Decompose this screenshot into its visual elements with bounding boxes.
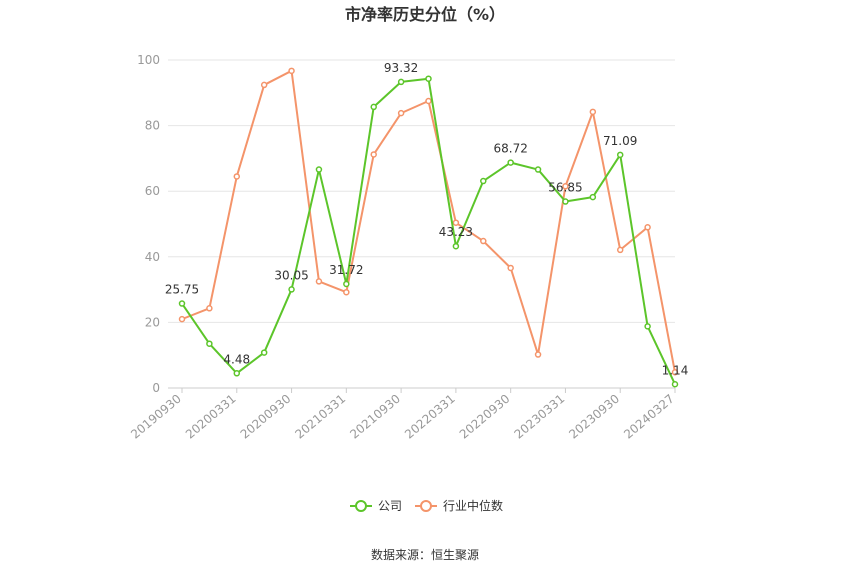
data-label-layer: 25.75 4.48 30.05 31.72 93.32 43.23 68.72 56.85 7… xyxy=(165,61,689,377)
y-tick-label: 80 xyxy=(145,119,160,133)
data-point[interactable] xyxy=(671,369,679,376)
data-label: 93.32 xyxy=(384,61,418,75)
data-label: 30.05 xyxy=(274,268,308,282)
data-point[interactable] xyxy=(616,246,624,254)
data-point[interactable] xyxy=(452,219,460,226)
data-point[interactable] xyxy=(534,166,542,173)
data-point[interactable] xyxy=(315,278,323,285)
data-point[interactable] xyxy=(397,109,405,117)
data-point[interactable] xyxy=(370,151,377,158)
data-point[interactable] xyxy=(616,151,624,159)
series-layer xyxy=(178,67,679,388)
data-point[interactable] xyxy=(343,288,350,296)
y-tick-label: 100 xyxy=(137,53,160,67)
x-tick-label: 20210930 xyxy=(347,392,403,442)
data-label: 71.09 xyxy=(603,134,637,148)
x-tick-label: 20240327 xyxy=(621,392,677,442)
x-tick-label: 20220331 xyxy=(402,392,458,442)
data-point[interactable] xyxy=(260,349,268,356)
data-point[interactable] xyxy=(425,97,432,105)
y-tick-label: 40 xyxy=(145,250,160,264)
data-point[interactable] xyxy=(644,224,651,231)
x-tick-label: 20210331 xyxy=(292,392,348,442)
data-point[interactable] xyxy=(288,67,295,75)
data-point[interactable] xyxy=(233,370,241,377)
data-point[interactable] xyxy=(178,300,186,307)
grid-layer xyxy=(168,59,675,389)
data-point[interactable] xyxy=(206,305,213,312)
data-point[interactable] xyxy=(206,340,213,347)
data-point[interactable] xyxy=(480,177,487,185)
x-tick-label: 20230331 xyxy=(512,392,568,442)
data-point[interactable] xyxy=(288,286,295,293)
data-point[interactable] xyxy=(562,198,569,205)
x-tick-label: 20230930 xyxy=(566,392,622,442)
legend-item-company[interactable]: 公司 xyxy=(350,499,402,513)
data-point[interactable] xyxy=(480,237,487,245)
y-tick-label: 60 xyxy=(145,184,160,198)
data-point[interactable] xyxy=(644,323,651,330)
y-tick-label: 20 xyxy=(145,315,160,329)
legend-item-industry-median[interactable]: 行业中位数 xyxy=(415,498,503,513)
x-tick-label: 20200930 xyxy=(238,392,294,442)
data-point[interactable] xyxy=(178,315,186,323)
data-point[interactable] xyxy=(370,103,377,111)
data-point[interactable] xyxy=(452,242,460,250)
y-tick-label: 0 xyxy=(152,381,160,395)
legend-label: 行业中位数 xyxy=(443,498,503,513)
chart-title: 市净率历史分位（%） xyxy=(345,5,505,24)
data-point[interactable] xyxy=(315,166,323,173)
series-line-company xyxy=(181,77,676,385)
data-label: 25.75 xyxy=(165,283,199,297)
data-point[interactable] xyxy=(397,78,405,86)
data-point[interactable] xyxy=(589,193,597,201)
data-label: 1.14 xyxy=(662,363,689,377)
legend-marker xyxy=(355,500,367,512)
data-point[interactable] xyxy=(425,75,432,82)
data-point[interactable] xyxy=(589,108,597,116)
legend-marker xyxy=(420,500,432,512)
x-tick-label: 20220930 xyxy=(457,392,513,442)
x-tick-label: 20190930 xyxy=(128,392,184,442)
data-point[interactable] xyxy=(233,173,241,180)
data-label: 43.23 xyxy=(439,225,473,239)
source-note: 数据来源：恒生聚源 xyxy=(371,547,479,562)
data-point[interactable] xyxy=(562,183,569,190)
data-point[interactable] xyxy=(507,264,514,272)
legend-label: 公司 xyxy=(378,499,402,513)
x-tick-label: 20200331 xyxy=(183,392,239,442)
data-label: 31.72 xyxy=(329,263,363,277)
data-label: 68.72 xyxy=(493,142,527,156)
data-point[interactable] xyxy=(343,280,350,288)
data-label: 56.85 xyxy=(548,181,582,195)
data-point[interactable] xyxy=(507,159,514,166)
data-point[interactable] xyxy=(671,381,679,388)
legend[interactable]: 公司 行业中位数 xyxy=(350,498,503,513)
series-line-industry-median xyxy=(181,69,676,373)
data-label: 4.48 xyxy=(223,352,250,366)
data-point[interactable] xyxy=(534,351,542,358)
data-point[interactable] xyxy=(260,81,268,89)
